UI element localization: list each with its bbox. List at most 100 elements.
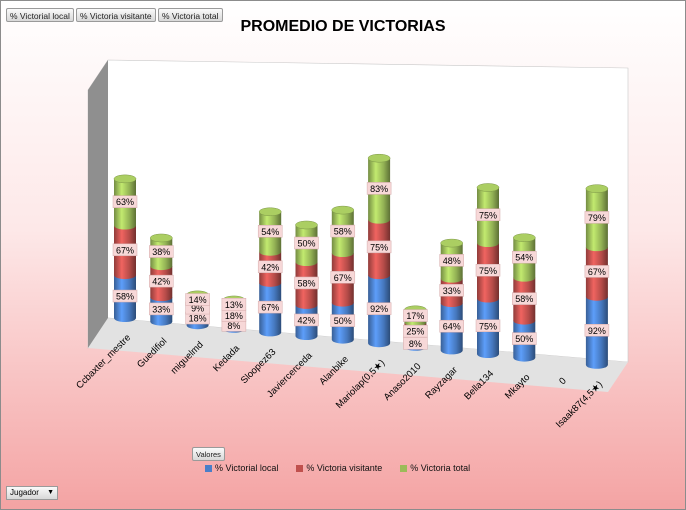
category-label: 0: [557, 376, 569, 388]
bar-cap-total: [295, 220, 318, 230]
data-label: 58%: [297, 278, 315, 288]
data-label-box: [584, 324, 610, 337]
data-label-box: [149, 274, 174, 288]
data-label: 58%: [515, 294, 533, 304]
bar-cap-total: [331, 205, 355, 215]
data-label-box: [294, 276, 319, 290]
data-label-box: [257, 225, 283, 238]
data-label: 75%: [479, 266, 497, 276]
jugador-dropdown[interactable]: Jugador ▼: [6, 486, 58, 500]
data-label: 50%: [297, 239, 315, 249]
data-label-box: [366, 182, 392, 195]
plot-side-wall: [88, 60, 108, 348]
bar-cap-total: [585, 184, 609, 193]
data-label-box: [149, 302, 174, 316]
data-label: 54%: [261, 227, 279, 237]
data-label: 8%: [409, 339, 422, 349]
bar-cap-total: [367, 153, 391, 163]
data-label: 8%: [227, 321, 240, 331]
data-label-box: [366, 240, 392, 254]
data-label-box: [149, 245, 174, 258]
data-label: 13%: [225, 300, 243, 310]
data-label-box: [257, 260, 283, 274]
legend-label-local: % Victorial local: [215, 463, 279, 473]
data-label: 92%: [588, 326, 606, 336]
data-label-box: [403, 309, 428, 322]
filter-victoria-visitante-button[interactable]: % Victoria visitante: [76, 8, 156, 22]
legend-label-total: % Victoria total: [410, 463, 471, 473]
data-label: 18%: [189, 314, 207, 324]
data-label-box: [475, 264, 501, 277]
chevron-down-icon: ▼: [47, 489, 54, 496]
legend-item-local: % Victorial local: [205, 463, 278, 473]
legend-swatch-visitante: [296, 464, 304, 472]
data-label: 48%: [443, 256, 461, 266]
data-label: 14%: [189, 295, 207, 305]
legend-swatch-total: [400, 464, 408, 472]
data-label-box: [112, 243, 138, 257]
data-label: 54%: [515, 253, 533, 263]
data-label-box: [475, 319, 501, 332]
data-label-box: [330, 314, 356, 327]
filter-victoria-local-button[interactable]: % Victorial local: [6, 8, 74, 22]
data-label: 79%: [588, 213, 606, 223]
data-label-box: [439, 319, 464, 333]
data-label: 64%: [443, 322, 461, 332]
data-label-box: [512, 250, 537, 264]
data-label: 75%: [370, 242, 388, 252]
data-label: 75%: [479, 210, 497, 220]
legend: % Victorial local % Victoria visitante %…: [205, 463, 470, 473]
data-label: 9%: [191, 304, 204, 314]
data-label-box: [294, 313, 319, 327]
data-label-box: [185, 293, 210, 306]
data-label-box: [112, 195, 138, 208]
legend-item-total: % Victoria total: [400, 463, 470, 473]
data-label: 50%: [334, 316, 352, 326]
data-label-box: [257, 300, 283, 314]
data-label: 67%: [588, 267, 606, 277]
data-label: 50%: [515, 334, 533, 344]
data-label-box: [221, 298, 247, 311]
data-label: 38%: [152, 247, 170, 257]
data-label: 33%: [443, 286, 461, 296]
data-label-box: [512, 292, 537, 305]
bar-cap-total: [113, 174, 137, 184]
legend-label-visitante: % Victoria visitante: [306, 463, 383, 473]
data-label: 67%: [261, 303, 279, 313]
data-label: 63%: [116, 197, 134, 207]
bar-cap-total: [476, 183, 500, 192]
data-label: 67%: [116, 245, 134, 255]
bar-cap-total: [258, 207, 282, 217]
data-label: 42%: [297, 315, 315, 325]
bar-cap-total: [513, 233, 536, 242]
data-label-box: [512, 332, 537, 345]
data-label: 83%: [370, 184, 388, 194]
plot-floor: [88, 318, 628, 392]
bar-cap-total: [440, 238, 463, 248]
filter-victoria-total-button[interactable]: % Victoria total: [158, 8, 223, 22]
data-label-box: [475, 208, 501, 221]
data-label-box: [584, 211, 610, 224]
bar-cap-total: [150, 233, 173, 243]
data-label-box: [330, 271, 356, 284]
chart-title: PROMEDIO DE VICTORIAS: [240, 18, 446, 35]
data-label: 17%: [406, 311, 424, 321]
data-label-box: [403, 324, 428, 338]
data-label-box: [439, 284, 464, 297]
legend-item-visitante: % Victoria visitante: [296, 463, 382, 473]
valores-button[interactable]: Valores: [192, 447, 225, 461]
data-label-box: [366, 302, 392, 315]
data-label: 75%: [479, 321, 497, 331]
data-label-box: [294, 236, 319, 250]
data-label: 42%: [152, 277, 170, 287]
data-label-box: [439, 254, 464, 267]
jugador-dropdown-label: Jugador: [10, 488, 39, 497]
data-label: 92%: [370, 304, 388, 314]
data-label: 33%: [152, 304, 170, 314]
data-label: 42%: [261, 262, 279, 272]
data-label: 25%: [406, 327, 424, 337]
data-label-box: [330, 224, 356, 238]
legend-swatch-local: [205, 464, 212, 472]
data-label-box: [112, 289, 138, 303]
